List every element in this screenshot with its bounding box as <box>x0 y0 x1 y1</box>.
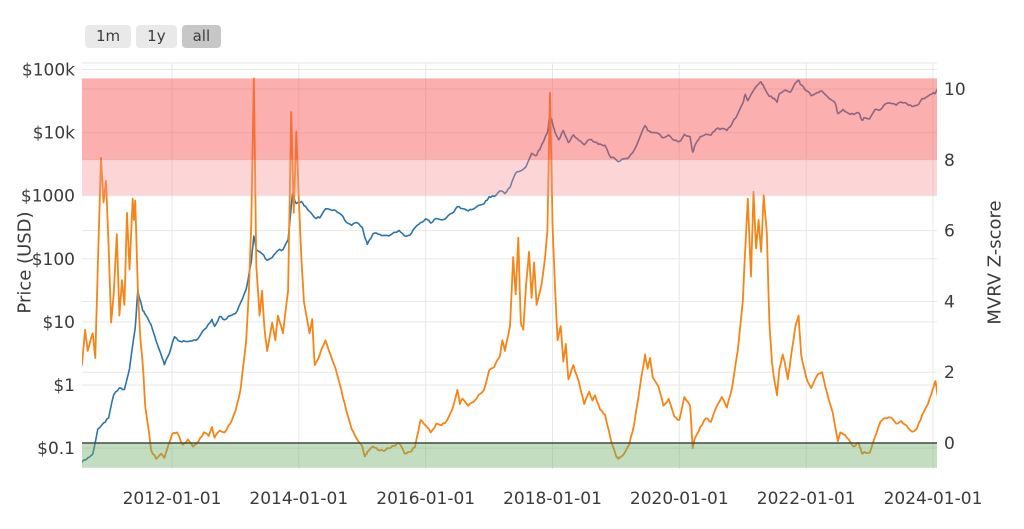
y-axis-title-price: Price (USD) <box>14 211 36 314</box>
y-left-tick-label: $10k <box>33 124 75 144</box>
y-left-tick-label: $0.1 <box>37 439 75 459</box>
x-tick-label: 2014-01-01 <box>249 489 348 509</box>
range-selector: 1m 1y all <box>85 25 222 48</box>
band-overvalued <box>82 159 937 196</box>
range-button-1y[interactable]: 1y <box>136 25 177 48</box>
y-left-tick-label: $100 <box>32 250 75 270</box>
y-right-tick-label: 6 <box>944 222 955 242</box>
y-left-tick-label: $1000 <box>21 187 75 207</box>
y-right-tick-label: 8 <box>944 151 955 171</box>
y-right-tick-label: 4 <box>944 292 955 312</box>
y-right-tick-label: 0 <box>944 434 955 454</box>
y-left-tick-label: $1 <box>53 376 75 396</box>
x-tick-label: 2020-01-01 <box>630 489 729 509</box>
x-tick-label: 2016-01-01 <box>376 489 475 509</box>
x-tick-label: 2018-01-01 <box>503 489 602 509</box>
y-right-tick-label: 10 <box>944 80 966 100</box>
tick-labels: $100k $10k $1000 $100 $10 $1 $0.1 10 8 6 4 2 0 2012-0… <box>21 61 982 510</box>
band-undervalued <box>82 443 937 468</box>
series-lines <box>82 77 937 463</box>
y-axis-title-mvrv: MVRV Z-score <box>984 200 1006 325</box>
y-left-tick-label: $10 <box>43 313 75 333</box>
series-price <box>82 79 937 463</box>
series-mvrv-z-score <box>82 77 937 460</box>
y-right-tick-label: 2 <box>944 363 955 383</box>
band-overvalued-strong <box>82 78 937 160</box>
range-button-all[interactable]: all <box>181 25 222 48</box>
zscore-bands <box>82 78 937 468</box>
x-tick-label: 2024-01-01 <box>884 489 983 509</box>
range-button-1m[interactable]: 1m <box>85 25 132 48</box>
x-tick-label: 2012-01-01 <box>123 489 222 509</box>
x-tick-label: 2022-01-01 <box>757 489 856 509</box>
y-left-tick-label: $100k <box>22 61 75 81</box>
